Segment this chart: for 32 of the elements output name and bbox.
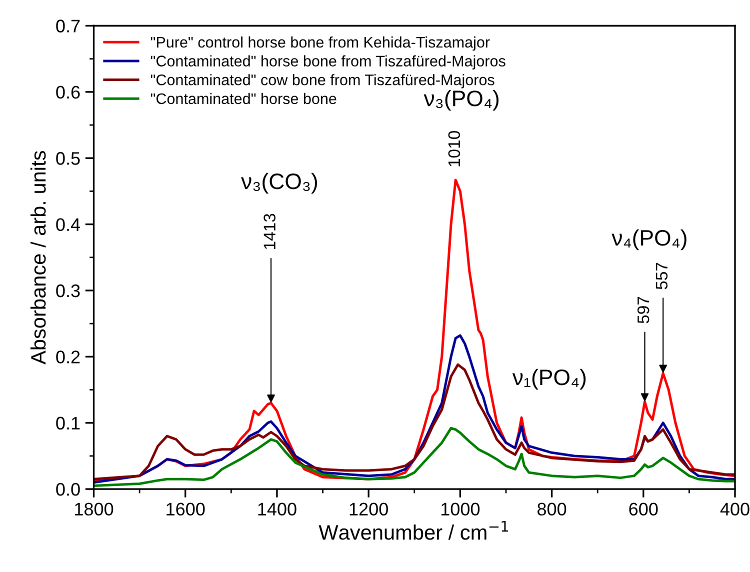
annotation: 557 [656, 262, 668, 290]
annotation: 1413 [264, 214, 276, 249]
legend-label: "Contaminated" horse bone from Tiszafüred-Majoros [150, 55, 506, 70]
y-tick-label: 0.7 [56, 20, 80, 32]
y-tick-label: 0.5 [56, 152, 80, 165]
y-tick-label: 0.0 [56, 482, 80, 496]
x-tick-label: 1400 [258, 502, 296, 516]
x-tick-label: 800 [538, 502, 566, 516]
x-tick-label: 600 [629, 502, 658, 516]
legend-label: "Pure" control horse bone from Kehida-Tiszamajor [150, 36, 490, 51]
annotation: ν₁(PO₄) [512, 368, 586, 390]
annotation: 597 [637, 296, 650, 324]
annotation: ν₃(CO₃) [241, 172, 318, 194]
x-tick-label: 1600 [166, 502, 205, 516]
annotation: 1010 [448, 131, 460, 166]
line-series [94, 426, 735, 487]
annotation: ν₃(PO₄) [424, 90, 499, 111]
x-axis-title: Wavenumber / cm$^{−1}$ [318, 520, 508, 540]
legend-label: "Contaminated" cow bone from Tiszafüred-Majoros [150, 74, 494, 88]
annotation: ν₄(PO₄) [612, 229, 686, 250]
x-tick-label: 1800 [75, 502, 114, 516]
x-tick-label: 400 [720, 502, 750, 516]
y-tick-label: 0.1 [56, 416, 80, 430]
y-tick-label: 0.2 [56, 350, 80, 364]
x-tick-label: 1200 [350, 502, 388, 516]
y-tick-label: 0.3 [56, 284, 80, 298]
y-tick-label: 0.6 [56, 86, 80, 99]
x-tick-label: 1000 [441, 502, 480, 516]
y-tick-label: 0.4 [56, 218, 80, 232]
y-axis-title: Absorbance / arb. units [30, 151, 46, 364]
legend-label: "Contaminated" horse bone [150, 92, 336, 104]
line-series [94, 363, 735, 480]
